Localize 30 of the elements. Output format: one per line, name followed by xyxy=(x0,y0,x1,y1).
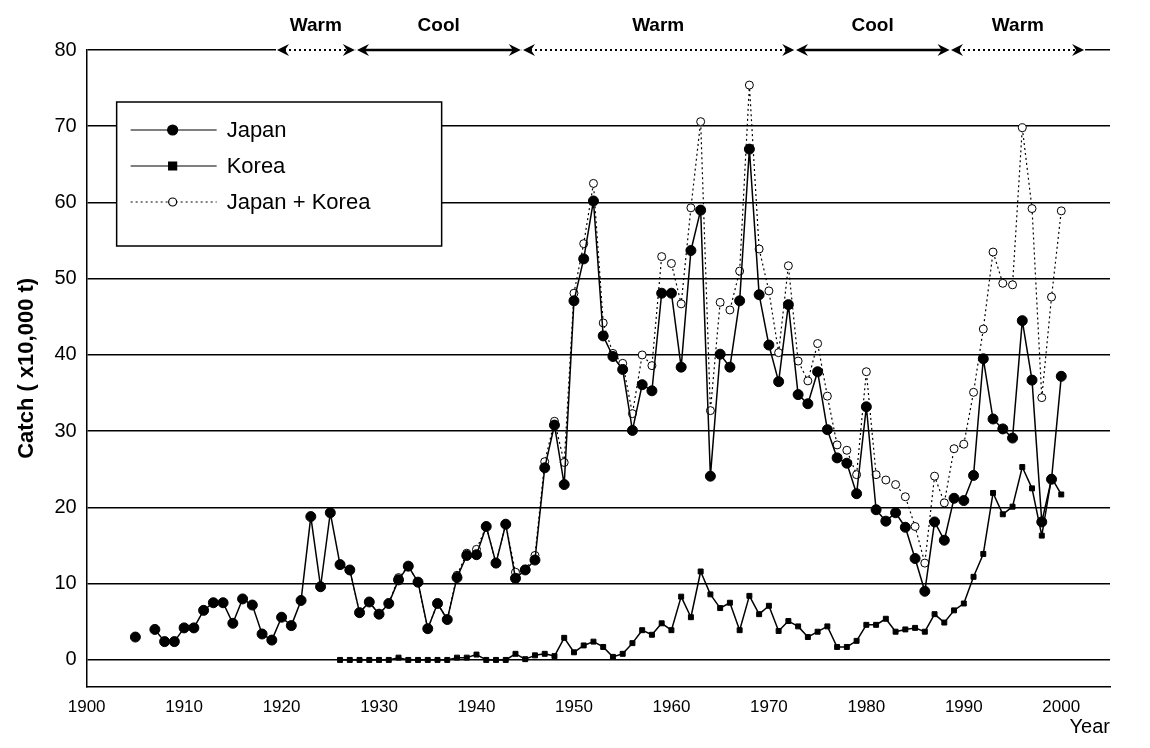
x-tick-label: 1930 xyxy=(360,697,398,717)
text: Cool xyxy=(416,14,461,36)
y-tick-label: 50 xyxy=(54,266,77,289)
x-tick-label: 2000 xyxy=(1042,697,1081,717)
x-tick-label: 1940 xyxy=(457,697,496,717)
x-tick-label: 1950 xyxy=(555,697,593,717)
x-tick-label: 1900 xyxy=(67,697,106,717)
x-tick-label: 1970 xyxy=(749,697,788,717)
y-axis-title: Catch ( x10,000 t) xyxy=(13,277,39,459)
x-tick-label: 1920 xyxy=(262,697,301,717)
text: Warm xyxy=(990,14,1045,36)
y-tick-label: 80 xyxy=(54,37,77,60)
legend-label: Japan + Korea xyxy=(226,189,372,215)
text: Warm xyxy=(288,14,343,36)
x-tick-label: 1960 xyxy=(652,697,691,717)
x-tick-label: 1910 xyxy=(165,697,204,717)
y-tick-label: 40 xyxy=(54,342,77,365)
y-tick-label: 10 xyxy=(54,571,77,594)
x-tick-label: 1990 xyxy=(944,697,983,717)
y-tick-label: 60 xyxy=(54,189,77,212)
y-tick-label: 20 xyxy=(54,494,77,517)
text: Warm xyxy=(631,14,686,36)
text: Cool xyxy=(850,14,895,36)
y-tick-label: 70 xyxy=(54,113,77,136)
y-tick-label: 0 xyxy=(65,647,77,670)
x-tick-label: 1980 xyxy=(847,697,886,717)
legend-label: Korea xyxy=(226,153,287,179)
x-axis-title: Year xyxy=(1069,714,1111,737)
legend-label: Japan xyxy=(226,117,287,143)
y-tick-label: 30 xyxy=(54,418,77,441)
